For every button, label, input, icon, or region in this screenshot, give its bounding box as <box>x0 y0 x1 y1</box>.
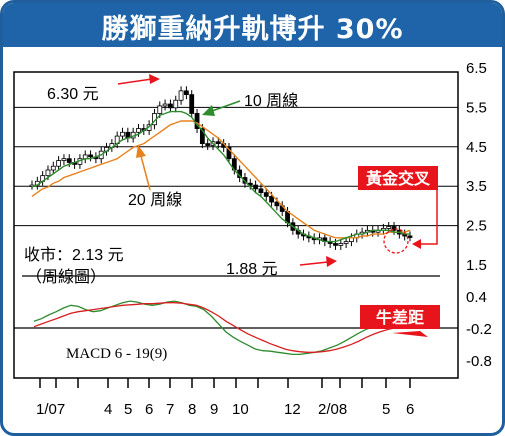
peak-arrowhead <box>149 74 160 84</box>
y-tick-label: 2.5 <box>466 218 487 235</box>
price-candle <box>333 243 338 246</box>
price-candle <box>162 103 168 107</box>
ox-spread-arrow <box>392 331 428 337</box>
price-candle <box>178 90 184 101</box>
price-bars <box>29 86 413 250</box>
price-candle <box>88 154 93 158</box>
price-candle <box>189 94 195 114</box>
x-tick-label: 12 <box>284 401 301 418</box>
golden-cross-arrowhead <box>412 239 421 249</box>
y-tick-label: 3.5 <box>466 178 487 195</box>
grid-lines <box>14 106 458 227</box>
ma20-label: 20 周線 <box>128 191 182 209</box>
price-candle <box>215 141 221 145</box>
y-tick-labels: 6.5 5.5 4.5 3.5 2.5 1.5 0.4 -0.2 -0.8 <box>466 60 492 370</box>
ma10-line <box>31 110 410 243</box>
low-arrow <box>299 261 329 266</box>
price-candle <box>263 192 269 197</box>
peak-arrow <box>117 78 153 85</box>
x-tick-label: 9 <box>210 401 218 418</box>
price-candle <box>168 103 173 109</box>
y-tick-label: -0.8 <box>466 353 492 370</box>
x-tick-label: 2/08 <box>318 401 347 418</box>
weekly-chart-label: （周線圖） <box>26 268 106 286</box>
x-tick-label: 1/07 <box>36 401 65 418</box>
price-candle <box>45 169 51 177</box>
x-tick-label: 10 <box>232 401 249 418</box>
price-candle <box>407 235 413 238</box>
price-candle <box>56 160 62 167</box>
ma10-label: 10 周線 <box>244 92 298 110</box>
low-arrowhead <box>326 256 337 267</box>
golden-cross-arrow <box>418 190 438 245</box>
plot-border <box>13 71 459 379</box>
x-tick-label: 5 <box>382 401 390 418</box>
y-tick-label: -0.2 <box>466 321 492 338</box>
price-candle <box>274 201 280 207</box>
ox-spread-box <box>360 305 440 329</box>
macd-signal-line <box>33 302 419 353</box>
y-tick-label: 4.5 <box>466 139 487 156</box>
ma20-line <box>31 120 411 239</box>
price-candle <box>66 158 72 163</box>
price-candle <box>50 165 56 171</box>
low-label: 1.88 元 <box>226 261 278 278</box>
chart-title: 勝獅重納升軌博升 30% <box>101 14 404 45</box>
price-candle <box>226 146 232 160</box>
price-candle <box>258 188 264 194</box>
y-tick-label: 1.5 <box>466 257 487 274</box>
x-tick-label: 5 <box>124 401 132 418</box>
price-candle <box>157 105 163 114</box>
price-candle <box>173 99 179 109</box>
y-tick-label: 0.4 <box>466 289 487 306</box>
ma10-arrow <box>211 100 241 112</box>
ox-spread-label: 牛差距 <box>376 308 424 327</box>
macd-label: MACD 6 - 19(9) <box>66 346 167 362</box>
title-bar: 勝獅重納升軌博升 30% <box>3 3 502 47</box>
macd-dif-line <box>33 300 419 356</box>
golden-cross-label: 黃金交叉 <box>365 169 431 188</box>
x-tick-label: 8 <box>188 401 196 418</box>
x-tick-labels: 1/07 4 5 6 7 8 9 10 12 2/08 5 6 <box>36 378 414 418</box>
y-tick-label: 5.5 <box>466 99 487 116</box>
x-tick-label: 6 <box>145 401 153 418</box>
x-tick-label: 6 <box>406 401 414 418</box>
x-tick-label: 4 <box>104 401 112 418</box>
price-candle <box>199 128 205 145</box>
price-candle <box>253 184 259 190</box>
ma20-arrow <box>140 155 151 191</box>
price-candle <box>205 143 211 146</box>
peak-label: 6.30 元 <box>47 86 99 103</box>
golden-cross-circle <box>383 228 409 254</box>
golden-cross-box <box>358 166 438 190</box>
price-candle <box>183 90 189 96</box>
price-candle <box>338 243 344 246</box>
close-price-label: 收市：2.13 元 <box>24 246 124 264</box>
x-tick-label: 7 <box>166 401 174 418</box>
ma20-arrowhead <box>136 145 146 158</box>
price-candle <box>136 128 141 133</box>
price-candle <box>269 195 274 203</box>
price-candle <box>61 158 67 161</box>
price-candle <box>120 131 125 137</box>
price-candle <box>386 226 392 229</box>
ma10-arrowhead <box>202 105 215 116</box>
price-candle <box>343 241 349 244</box>
y-tick-label: 6.5 <box>466 60 487 77</box>
